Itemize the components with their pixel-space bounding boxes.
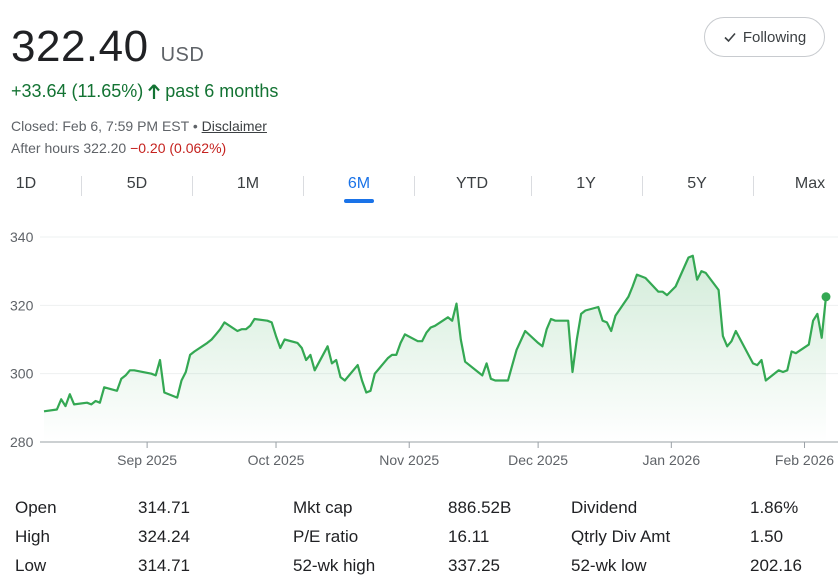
stat-label: Dividend bbox=[571, 498, 638, 517]
range-label: 5Y bbox=[687, 175, 707, 192]
after-hours-info: After hours 322.20 −0.20 (0.062%) bbox=[11, 140, 226, 156]
range-tab-5y[interactable]: 5Y bbox=[677, 172, 717, 204]
active-tab-indicator bbox=[344, 199, 374, 203]
check-icon bbox=[723, 30, 737, 44]
range-label: 1M bbox=[236, 175, 260, 192]
range-divider bbox=[81, 176, 82, 196]
range-divider bbox=[642, 176, 643, 196]
stat-label: 52-wk low bbox=[571, 556, 647, 575]
stat-label: Mkt cap bbox=[293, 498, 353, 517]
range-label: 1Y bbox=[576, 175, 596, 192]
price-chart[interactable]: 340 320 300 280 Sep 2025 Oct 2025 Nov 2025 Dec… bbox=[0, 215, 838, 475]
y-tick-label: 340 bbox=[10, 229, 34, 245]
price-change: +33.64 (11.65%) past 6 months bbox=[11, 81, 278, 102]
price-area-fill bbox=[44, 255, 826, 442]
current-price: 322.40 bbox=[11, 22, 149, 71]
range-divider bbox=[303, 176, 304, 196]
following-button[interactable]: Following bbox=[704, 17, 825, 57]
stat-value: 202.16 bbox=[750, 556, 802, 575]
range-label: 6M bbox=[347, 175, 371, 192]
closed-info: Closed: Feb 6, 7:59 PM EST • Disclaimer bbox=[11, 118, 267, 134]
x-tick-label: Jan 2026 bbox=[643, 452, 701, 468]
range-tab-ytd[interactable]: YTD bbox=[447, 172, 497, 204]
stat-label: High bbox=[15, 527, 50, 546]
stat-label: Low bbox=[15, 556, 47, 575]
stat-label: Open bbox=[15, 498, 57, 517]
x-tick-label: Sep 2025 bbox=[117, 452, 177, 468]
change-value: +33.64 (11.65%) bbox=[11, 81, 144, 101]
stat-label: 52-wk high bbox=[293, 556, 376, 575]
stat-value: 1.50 bbox=[750, 527, 784, 546]
range-tab-6m[interactable]: 6M bbox=[339, 172, 379, 204]
stat-value: 886.52B bbox=[448, 498, 512, 517]
stat-label: Qtrly Div Amt bbox=[571, 527, 671, 546]
closed-text: Closed: Feb 6, 7:59 PM EST • bbox=[11, 118, 198, 134]
range-divider bbox=[192, 176, 193, 196]
range-divider bbox=[414, 176, 415, 196]
stat-value: 337.25 bbox=[448, 556, 500, 575]
range-tab-max[interactable]: Max bbox=[788, 172, 832, 204]
stat-value: 314.71 bbox=[138, 498, 190, 517]
range-label: YTD bbox=[456, 175, 488, 192]
price-header: 322.40 USD bbox=[11, 22, 204, 72]
range-tab-1y[interactable]: 1Y bbox=[566, 172, 606, 204]
range-selector: 1D 5D 1M 6M YTD 1Y 5Y Max bbox=[0, 172, 838, 204]
disclaimer-link[interactable]: Disclaimer bbox=[201, 118, 267, 134]
range-label: 1D bbox=[15, 175, 37, 192]
following-label: Following bbox=[742, 28, 807, 46]
x-tick-label: Feb 2026 bbox=[775, 452, 834, 468]
arrow-up-icon bbox=[148, 83, 161, 100]
stat-value: 1.86% bbox=[750, 498, 799, 517]
after-hours-price: After hours 322.20 bbox=[11, 140, 127, 156]
x-tick-label: Dec 2025 bbox=[508, 452, 568, 468]
stat-value: 16.11 bbox=[448, 527, 490, 546]
range-label: Max bbox=[794, 175, 826, 192]
y-tick-label: 300 bbox=[10, 366, 34, 382]
range-divider bbox=[531, 176, 532, 196]
range-tab-1d[interactable]: 1D bbox=[6, 172, 46, 204]
y-tick-label: 320 bbox=[10, 297, 34, 313]
x-tick-label: Nov 2025 bbox=[379, 452, 439, 468]
x-tick-label: Oct 2025 bbox=[248, 452, 305, 468]
change-period: past 6 months bbox=[165, 81, 279, 101]
last-price-point bbox=[821, 292, 831, 302]
range-tab-1m[interactable]: 1M bbox=[228, 172, 268, 204]
currency-label: USD bbox=[160, 44, 205, 66]
range-tab-5d[interactable]: 5D bbox=[117, 172, 157, 204]
after-hours-change: −0.20 (0.062%) bbox=[130, 140, 227, 156]
range-label: 5D bbox=[126, 175, 148, 192]
range-divider bbox=[753, 176, 754, 196]
stat-value: 314.71 bbox=[138, 556, 190, 575]
y-tick-label: 280 bbox=[10, 434, 34, 450]
stat-label: P/E ratio bbox=[293, 527, 359, 546]
price-series-line bbox=[43, 254, 828, 413]
stat-value: 324.24 bbox=[138, 527, 190, 546]
